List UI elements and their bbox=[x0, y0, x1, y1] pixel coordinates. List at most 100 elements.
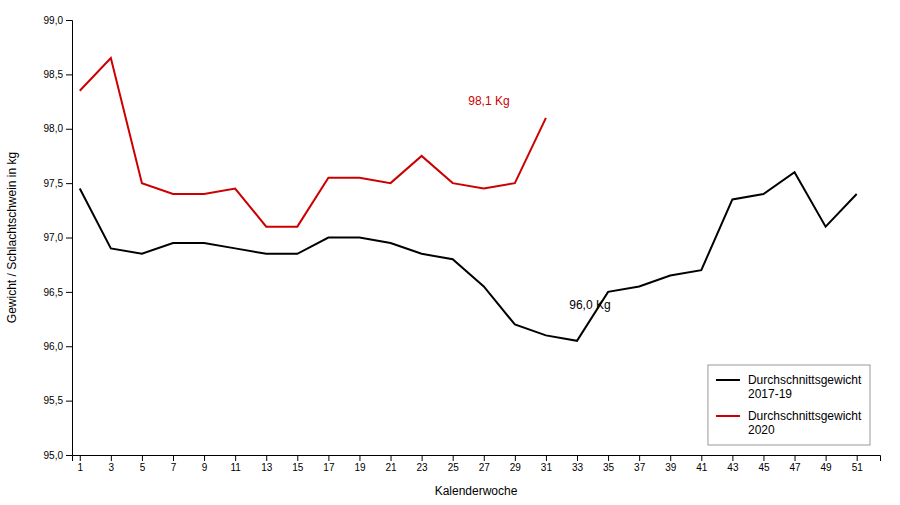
x-tick-mark bbox=[235, 455, 236, 461]
x-tick: 43 bbox=[727, 455, 739, 473]
x-tick-mark bbox=[111, 455, 112, 461]
x-tick-label: 35 bbox=[603, 462, 615, 473]
legend-label: Durchschnittsgewicht2020 bbox=[748, 409, 862, 437]
legend-label: Durchschnittsgewicht2017-19 bbox=[748, 373, 862, 401]
x-tick-label: 5 bbox=[140, 462, 146, 473]
x-tick-mark bbox=[391, 455, 392, 461]
x-tick: 31 bbox=[541, 455, 553, 473]
x-tick-label: 49 bbox=[821, 462, 833, 473]
y-tick-label: 96,0 bbox=[44, 341, 64, 352]
series-line bbox=[80, 172, 857, 341]
x-tick-mark bbox=[297, 455, 298, 461]
x-tick-label: 45 bbox=[758, 462, 770, 473]
x-tick: 23 bbox=[417, 455, 429, 473]
x-tick-label: 37 bbox=[634, 462, 646, 473]
y-tick-mark bbox=[66, 401, 72, 402]
x-tick-label: 1 bbox=[77, 462, 83, 473]
x-tick: 1 bbox=[77, 455, 83, 473]
x-tick: 51 bbox=[852, 455, 864, 473]
y-tick-label: 97,0 bbox=[44, 232, 64, 243]
annotation: 96,0 Kg bbox=[569, 298, 610, 312]
x-tick-mark bbox=[577, 455, 578, 461]
y-tick-label: 99,0 bbox=[44, 15, 64, 26]
x-tick-label: 17 bbox=[323, 462, 335, 473]
x-tick: 25 bbox=[448, 455, 460, 473]
chart: 1357911131517192123252729313335373941434… bbox=[0, 0, 900, 505]
legend-swatch bbox=[716, 379, 740, 381]
x-tick-label: 21 bbox=[385, 462, 397, 473]
x-tick-label: 27 bbox=[479, 462, 491, 473]
x-tick: 37 bbox=[634, 455, 646, 473]
x-tick: 11 bbox=[230, 455, 241, 473]
legend-box bbox=[708, 365, 870, 445]
y-tick-mark bbox=[66, 292, 72, 293]
x-tick-label: 29 bbox=[510, 462, 522, 473]
y-tick: 97,0 bbox=[44, 232, 72, 243]
x-tick-label: 13 bbox=[261, 462, 273, 473]
y-tick-mark bbox=[66, 74, 72, 75]
x-tick: 3 bbox=[109, 455, 115, 473]
y-tick: 96,5 bbox=[44, 287, 72, 298]
x-tick-label: 9 bbox=[202, 462, 208, 473]
x-tick-label: 25 bbox=[448, 462, 460, 473]
x-tick-mark bbox=[266, 455, 267, 461]
y-tick: 95,5 bbox=[44, 395, 72, 406]
y-axis: 95,095,596,096,597,097,598,098,599,0 bbox=[44, 15, 73, 461]
x-tick-mark bbox=[453, 455, 454, 461]
x-tick-mark bbox=[359, 455, 360, 461]
x-tick-label: 47 bbox=[789, 462, 801, 473]
x-tick: 9 bbox=[202, 455, 208, 473]
x-tick-mark bbox=[795, 455, 796, 461]
x-tick-label: 23 bbox=[417, 462, 429, 473]
x-tick: 27 bbox=[479, 455, 491, 473]
x-tick-mark bbox=[204, 455, 205, 461]
x-tick: 33 bbox=[572, 455, 584, 473]
x-tick-label: 11 bbox=[230, 462, 241, 473]
x-tick-label: 7 bbox=[171, 462, 177, 473]
x-tick: 15 bbox=[292, 455, 304, 473]
x-axis-line bbox=[73, 456, 881, 462]
x-tick-mark bbox=[515, 455, 516, 461]
x-tick-mark bbox=[701, 455, 702, 461]
x-tick-mark bbox=[639, 455, 640, 461]
x-tick-mark bbox=[422, 455, 423, 461]
x-tick-label: 31 bbox=[541, 462, 553, 473]
y-tick-mark bbox=[66, 183, 72, 184]
x-tick-label: 39 bbox=[665, 462, 677, 473]
x-tick-mark bbox=[763, 455, 764, 461]
x-tick-mark bbox=[608, 455, 609, 461]
x-tick-mark bbox=[857, 455, 858, 461]
x-tick-label: 15 bbox=[292, 462, 304, 473]
x-tick-mark bbox=[328, 455, 329, 461]
y-tick-mark bbox=[66, 129, 72, 130]
x-tick-label: 3 bbox=[109, 462, 115, 473]
x-tick-label: 19 bbox=[354, 462, 366, 473]
y-tick-mark bbox=[66, 20, 72, 21]
x-tick: 39 bbox=[665, 455, 677, 473]
x-tick-label: 43 bbox=[727, 462, 739, 473]
y-tick-mark bbox=[66, 238, 72, 239]
y-axis-line bbox=[66, 21, 73, 456]
annotations: 96,0 Kg 98,1 Kg bbox=[468, 94, 610, 312]
y-tick: 99,0 bbox=[44, 15, 72, 26]
x-tick: 35 bbox=[603, 455, 615, 473]
series-group bbox=[80, 58, 857, 341]
y-tick: 98,5 bbox=[44, 69, 72, 80]
y-tick-label: 96,5 bbox=[44, 287, 64, 298]
annotation: 98,1 Kg bbox=[468, 94, 509, 108]
x-tick: 29 bbox=[510, 455, 522, 473]
y-tick-label: 98,5 bbox=[44, 69, 64, 80]
y-tick-mark bbox=[66, 455, 72, 456]
y-tick: 96,0 bbox=[44, 341, 72, 352]
x-tick: 21 bbox=[385, 455, 397, 473]
x-tick-mark bbox=[826, 455, 827, 461]
y-tick-label: 98,0 bbox=[44, 123, 64, 134]
x-tick-label: 51 bbox=[852, 462, 864, 473]
x-tick-mark bbox=[546, 455, 547, 461]
y-tick: 98,0 bbox=[44, 123, 72, 134]
x-tick: 41 bbox=[696, 455, 708, 473]
x-tick-mark bbox=[670, 455, 671, 461]
legend: Durchschnittsgewicht2017-19 Durchschnitts… bbox=[708, 365, 870, 445]
x-axis-title: Kalenderwoche bbox=[435, 484, 518, 498]
y-tick: 95,0 bbox=[44, 450, 72, 461]
